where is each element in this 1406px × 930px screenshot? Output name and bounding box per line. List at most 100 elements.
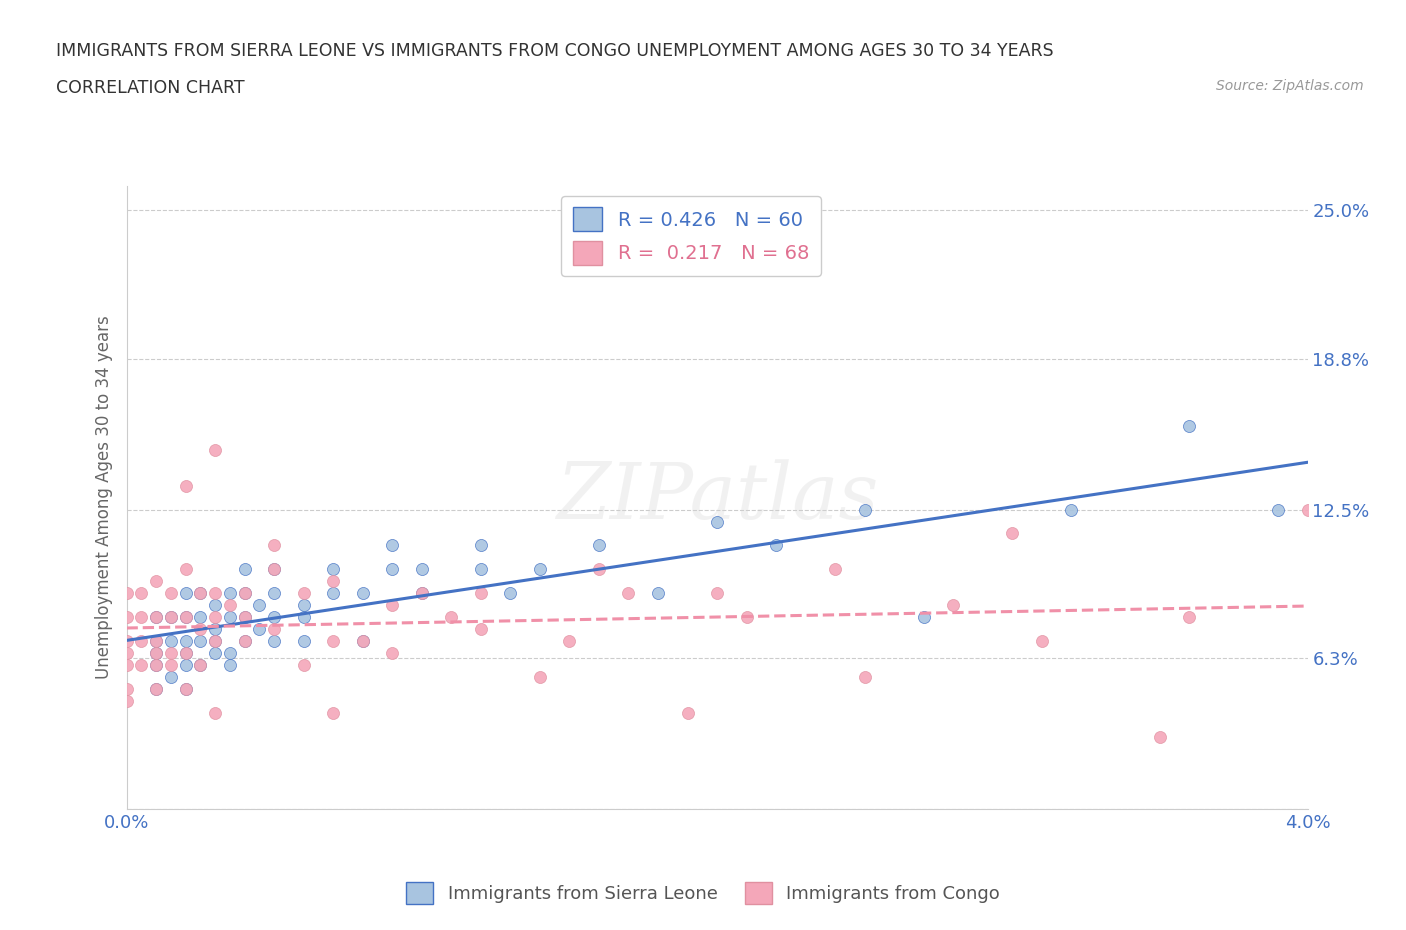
Point	[174, 634, 197, 649]
Point	[188, 658, 211, 672]
Point	[174, 586, 197, 601]
Point	[1060, 502, 1083, 517]
Point	[912, 610, 935, 625]
Text: ZIPatlas: ZIPatlas	[555, 459, 879, 536]
Point	[188, 634, 211, 649]
Point	[188, 586, 211, 601]
Point	[204, 442, 226, 457]
Point	[292, 658, 315, 672]
Point	[617, 586, 640, 601]
Point	[558, 634, 581, 649]
Point	[160, 586, 183, 601]
Point	[529, 670, 551, 684]
Point	[292, 586, 315, 601]
Point	[263, 562, 285, 577]
Point	[1267, 502, 1289, 517]
Point	[174, 478, 197, 493]
Point	[174, 562, 197, 577]
Point	[292, 634, 315, 649]
Point	[174, 658, 197, 672]
Point	[381, 562, 404, 577]
Point	[115, 645, 138, 660]
Point	[174, 610, 197, 625]
Point	[145, 645, 167, 660]
Point	[204, 586, 226, 601]
Point	[174, 645, 197, 660]
Point	[263, 622, 285, 637]
Point	[145, 634, 167, 649]
Point	[145, 658, 167, 672]
Point	[411, 586, 433, 601]
Point	[411, 586, 433, 601]
Point	[145, 634, 167, 649]
Point	[233, 562, 256, 577]
Point	[115, 682, 138, 697]
Point	[470, 622, 492, 637]
Point	[160, 610, 183, 625]
Point	[322, 706, 344, 721]
Point	[440, 610, 463, 625]
Point	[381, 598, 404, 613]
Point	[219, 658, 242, 672]
Point	[160, 645, 183, 660]
Point	[129, 634, 153, 649]
Point	[129, 610, 153, 625]
Point	[219, 610, 242, 625]
Point	[129, 658, 153, 672]
Point	[735, 610, 758, 625]
Point	[1178, 418, 1201, 433]
Point	[247, 598, 270, 613]
Point	[204, 634, 226, 649]
Text: CORRELATION CHART: CORRELATION CHART	[56, 79, 245, 97]
Point	[145, 610, 167, 625]
Point	[145, 658, 167, 672]
Point	[204, 645, 226, 660]
Point	[233, 586, 256, 601]
Point	[263, 634, 285, 649]
Point	[322, 586, 344, 601]
Point	[647, 586, 669, 601]
Point	[292, 610, 315, 625]
Point	[219, 645, 242, 660]
Point	[160, 670, 183, 684]
Point	[381, 645, 404, 660]
Point	[188, 586, 211, 601]
Point	[263, 538, 285, 553]
Point	[233, 586, 256, 601]
Point	[204, 634, 226, 649]
Point	[233, 610, 256, 625]
Point	[588, 562, 610, 577]
Point	[676, 706, 699, 721]
Point	[160, 658, 183, 672]
Point	[322, 562, 344, 577]
Point	[499, 586, 522, 601]
Point	[174, 645, 197, 660]
Point	[204, 706, 226, 721]
Point	[233, 634, 256, 649]
Point	[1149, 730, 1171, 745]
Point	[853, 670, 876, 684]
Point	[115, 694, 138, 709]
Point	[174, 682, 197, 697]
Point	[115, 658, 138, 672]
Point	[292, 598, 315, 613]
Point	[115, 634, 138, 649]
Point	[263, 562, 285, 577]
Point	[233, 610, 256, 625]
Point	[322, 574, 344, 589]
Point	[204, 610, 226, 625]
Point	[381, 538, 404, 553]
Point	[115, 610, 138, 625]
Point	[588, 538, 610, 553]
Point	[263, 610, 285, 625]
Point	[470, 562, 492, 577]
Point	[352, 634, 374, 649]
Point	[1178, 610, 1201, 625]
Point	[470, 538, 492, 553]
Point	[352, 634, 374, 649]
Point	[219, 598, 242, 613]
Text: IMMIGRANTS FROM SIERRA LEONE VS IMMIGRANTS FROM CONGO UNEMPLOYMENT AMONG AGES 30: IMMIGRANTS FROM SIERRA LEONE VS IMMIGRAN…	[56, 42, 1054, 60]
Point	[1001, 526, 1024, 541]
Point	[160, 634, 183, 649]
Point	[145, 574, 167, 589]
